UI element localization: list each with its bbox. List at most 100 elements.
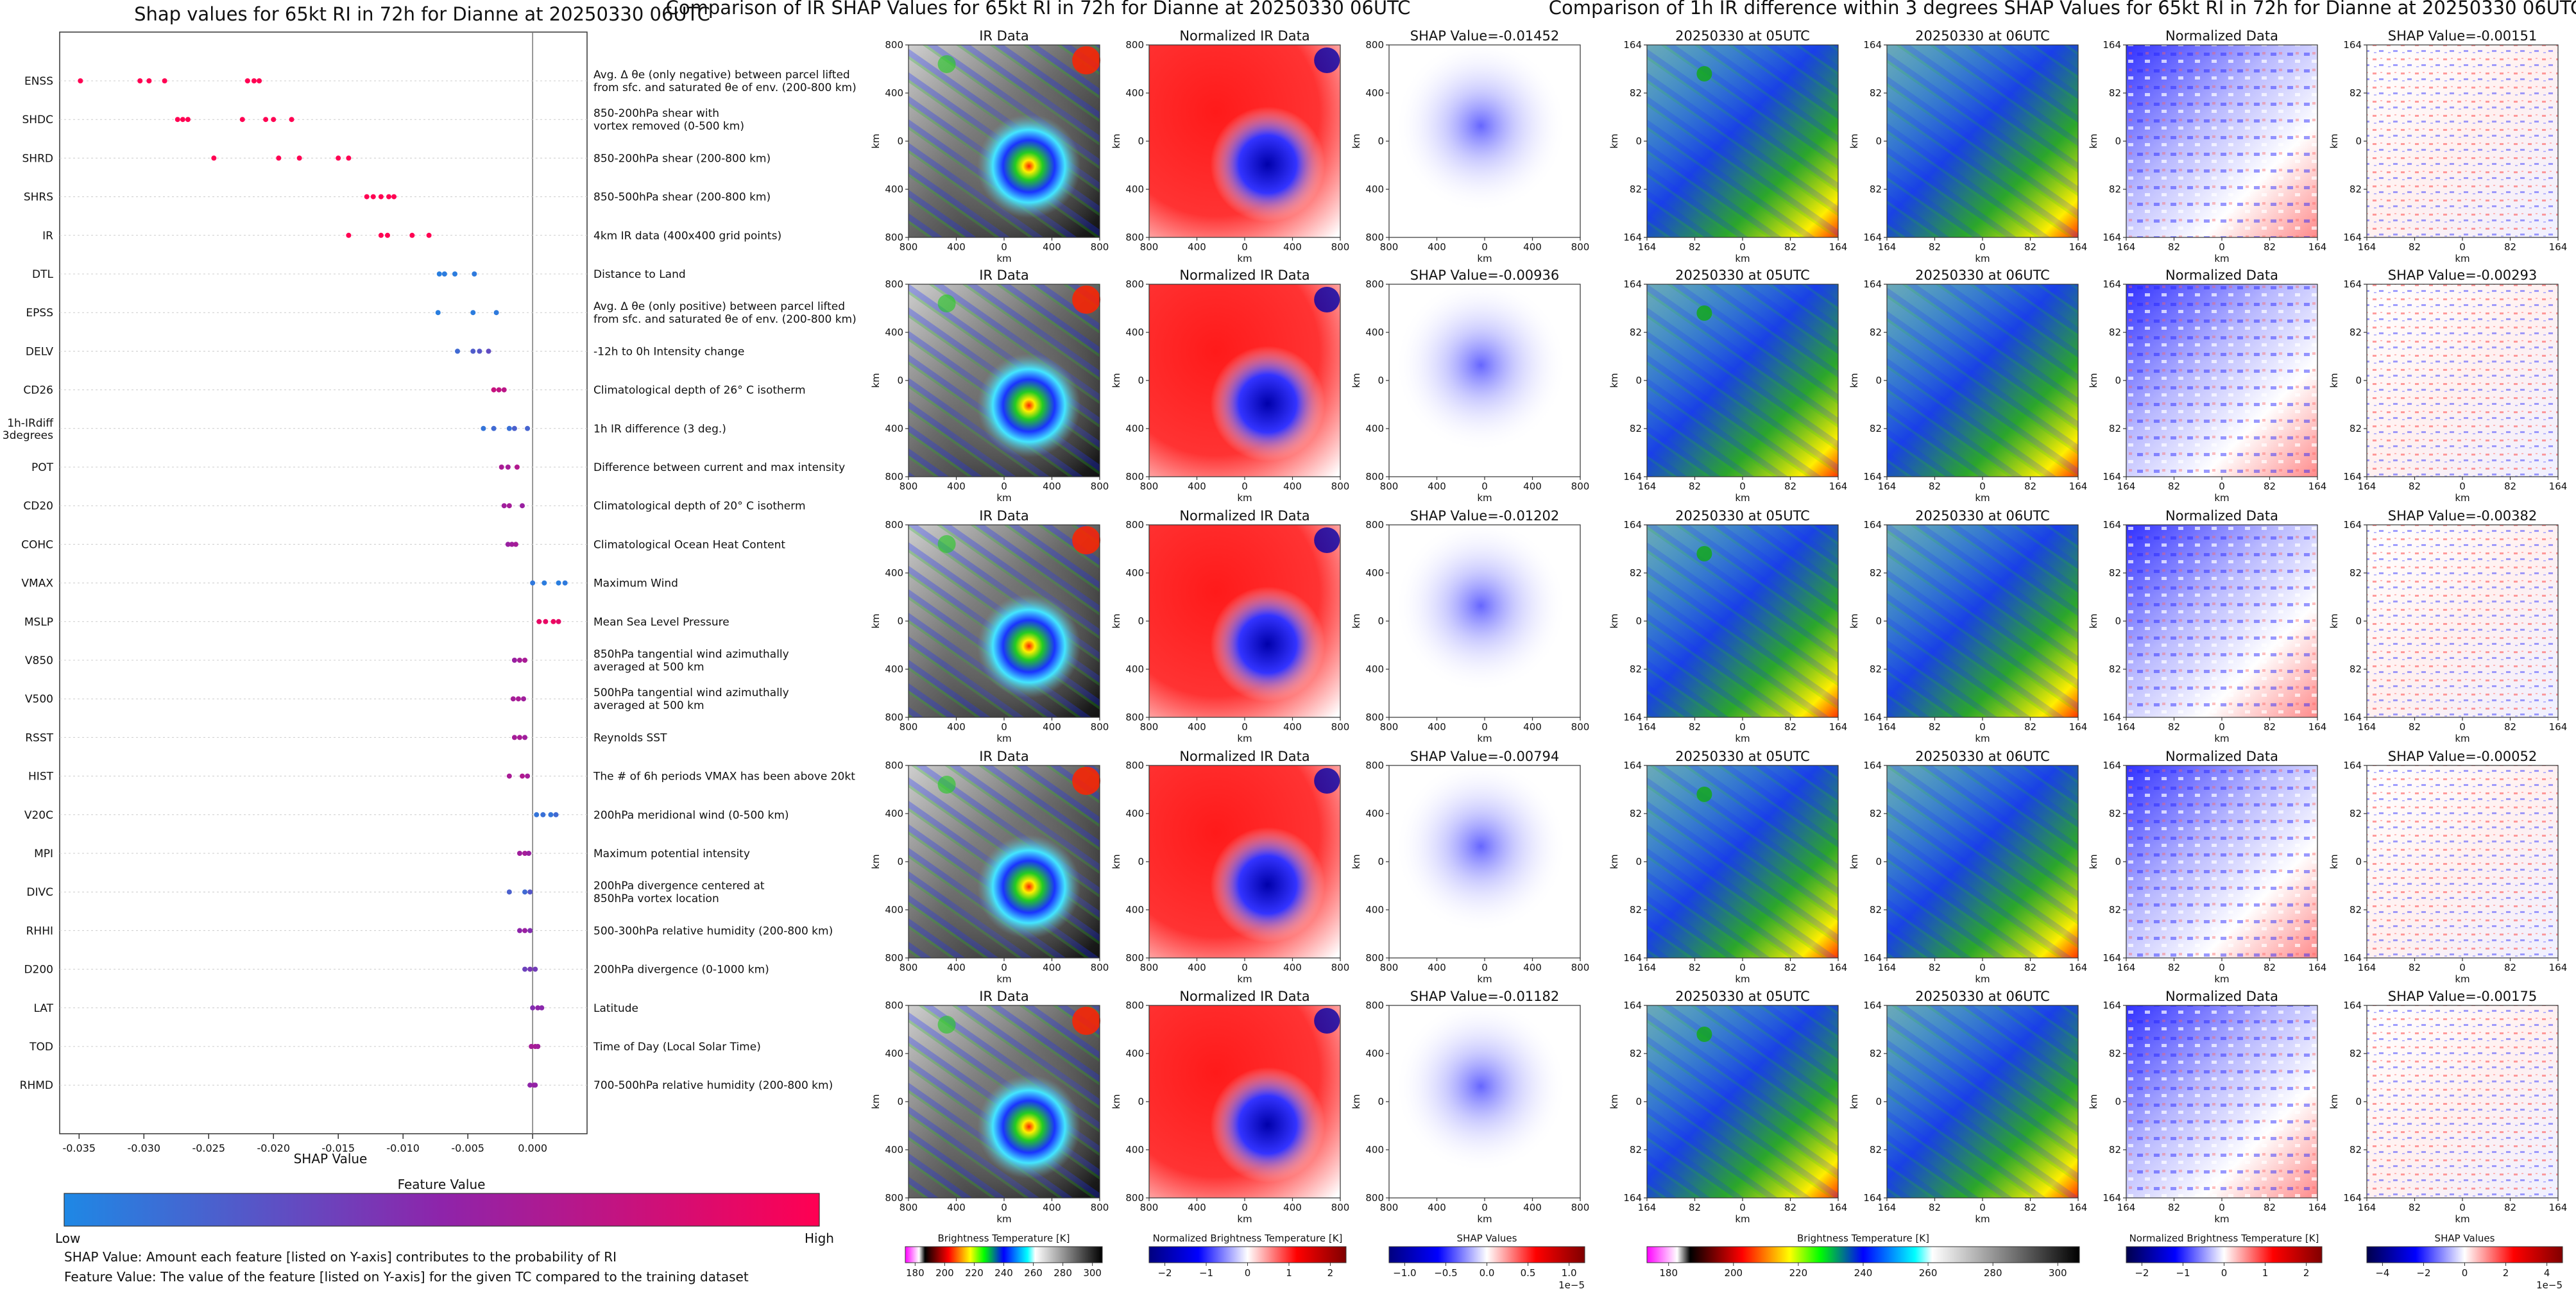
feature-description: 1h IR difference (3 deg.)	[593, 423, 726, 436]
panel-x-tick-label: 164	[1878, 241, 1897, 253]
shap-point	[257, 78, 262, 83]
shap-point	[436, 271, 442, 277]
panel-y-tick-label: 0	[1635, 856, 1642, 867]
panel-x-tick-label: 164	[1638, 241, 1657, 253]
panel-x-tick-label: 164	[2117, 241, 2136, 253]
ir-storm-core	[908, 525, 1100, 717]
panel-x-tick-label: 164	[2069, 481, 2088, 492]
panel-x-tick-label: 164	[2358, 962, 2376, 973]
irdiff-panel: 20250330 at 06UTC1641648282008282164164k…	[1848, 268, 2087, 504]
panel-title: 20250330 at 05UTC	[1675, 749, 1810, 764]
feature-label: V850	[25, 654, 53, 667]
ir-storm-core	[908, 284, 1100, 477]
panel-y-tick-label: 0	[1378, 615, 1384, 627]
panel-x-tick-label: 400	[947, 962, 966, 973]
panel-title: 20250330 at 05UTC	[1675, 989, 1810, 1004]
panel-y-axis-label: km	[1351, 373, 1362, 388]
panel-y-tick-label: 82	[2109, 904, 2121, 916]
shap-point	[491, 425, 497, 431]
panel-x-tick-label: 164	[2117, 481, 2136, 492]
shap-ir-signal	[1389, 525, 1580, 717]
shap-point	[162, 78, 167, 83]
panel-x-axis-label: km	[1237, 733, 1252, 744]
panel-x-tick-label: 0	[1001, 481, 1007, 492]
panel-x-tick-label: 164	[2308, 241, 2327, 253]
feature-description: 850-200hPa shear (200-800 km)	[593, 152, 771, 165]
panel-x-axis-label: km	[1975, 733, 1990, 744]
panel-y-tick-label: 0	[1378, 375, 1384, 386]
panel-y-tick-label: 400	[885, 904, 903, 916]
panel-y-tick-label: 400	[1365, 327, 1384, 338]
panel-x-tick-label: 164	[1878, 481, 1897, 492]
panel-y-tick-label: 82	[1870, 567, 1882, 579]
feature-row: V850 850hPa tangential wind azimuthally av…	[25, 648, 789, 674]
panel-x-tick-label: 164	[2549, 1202, 2568, 1213]
panel-x-tick-label: 164	[2117, 1202, 2136, 1213]
feature-row: SHDC 850-200hPa shear with vortex removed …	[22, 107, 744, 133]
panel-x-axis-label: km	[1975, 492, 1990, 504]
colorbar-tick-label: 300	[1083, 1267, 1102, 1279]
shap-point	[426, 232, 432, 238]
panel-y-tick-label: 0	[1378, 856, 1384, 867]
panel-x-tick-label: 0	[1979, 1202, 1986, 1213]
shap-point	[533, 966, 538, 972]
colorbar: SHAP Values −4 −2 0 2 41e−5	[2366, 1233, 2563, 1289]
panel-y-tick-label: 82	[2350, 1144, 2362, 1156]
panel-y-axis-label: km	[870, 613, 882, 628]
panel-y-tick-label: 164	[2343, 519, 2362, 531]
panel-x-tick-label: 82	[2168, 1202, 2180, 1213]
colorbar-low-label: Low	[55, 1231, 80, 1246]
panel-x-tick-label: 800	[1571, 962, 1590, 973]
ir-panel: Normalized IR Data8008004004000040040080…	[1111, 268, 1349, 504]
shap-point	[346, 232, 352, 238]
panel-x-tick-label: 800	[1380, 962, 1399, 973]
shap-point	[516, 928, 522, 934]
diff-05utc-bands	[1647, 525, 1838, 717]
panel-y-tick-label: 164	[2343, 278, 2362, 290]
feature-row: CD26 Climatological depth of 26° C isothe…	[23, 384, 805, 397]
panel-x-tick-label: 0	[1481, 962, 1488, 973]
panel-y-tick-label: 0	[2355, 615, 2362, 627]
panel-title: SHAP Value=-0.01452	[1410, 28, 1560, 44]
panel-y-axis-label: km	[870, 1094, 882, 1109]
panel-title: SHAP Value=-0.00794	[1410, 749, 1560, 764]
panel-x-tick-label: 400	[947, 721, 966, 733]
panel-x-tick-label: 400	[1523, 241, 1542, 253]
panel-x-tick-label: 164	[1638, 962, 1657, 973]
colorbar-exponent: 1e−5	[1558, 1279, 1585, 1289]
colorbar-tick-label: 1	[1286, 1267, 1292, 1279]
panel-x-tick-label: 400	[1188, 481, 1206, 492]
feature-row: POT Difference between current and max in…	[31, 461, 845, 474]
panel-y-tick-label: 0	[1875, 856, 1882, 867]
colorbar-tick-label: 0.0	[1480, 1267, 1495, 1279]
panel-x-tick-label: 0	[1739, 481, 1746, 492]
x-tick-label: -0.010	[386, 1142, 420, 1154]
panel-y-tick-label: 800	[1365, 952, 1384, 964]
panel-x-axis-label: km	[1735, 733, 1750, 744]
panel-y-axis-label: km	[2328, 854, 2340, 869]
ir-comparison-title: Comparison of IR SHAP Values for 65kt RI…	[666, 0, 1411, 19]
irdiff-panel: 20250330 at 05UTC1641648282008282164164k…	[1608, 749, 1847, 985]
shap-point	[522, 735, 528, 740]
panel-y-tick-label: 0	[1635, 615, 1642, 627]
shap-point	[505, 465, 511, 470]
shap-point	[533, 1082, 538, 1088]
feature-row: DELV -12h to 0h Intensity change	[26, 345, 744, 358]
panel-y-tick-label: 800	[885, 1000, 903, 1011]
panel-y-tick-label: 0	[1635, 135, 1642, 147]
panel-x-axis-label: km	[1237, 492, 1252, 504]
panel-title: Normalized IR Data	[1179, 749, 1309, 764]
shap-point	[501, 387, 507, 393]
panel-x-tick-label: 0	[2459, 721, 2466, 733]
shap-point	[185, 117, 191, 123]
panel-y-tick-label: 164	[2103, 519, 2121, 531]
panel-y-tick-label: 800	[885, 712, 903, 723]
colorbar-tick-label: 180	[1659, 1267, 1678, 1279]
normalized-ir-cell	[1314, 768, 1340, 794]
panel-title: Normalized Data	[2165, 268, 2278, 283]
feature-description: Mean Sea Level Pressure	[593, 616, 729, 629]
panel-x-tick-label: 0	[2459, 1202, 2466, 1213]
colorbar-tick-label: −1.0	[1393, 1267, 1416, 1279]
panel-y-tick-label: 0	[897, 856, 903, 867]
panel-x-tick-label: 164	[2358, 241, 2376, 253]
